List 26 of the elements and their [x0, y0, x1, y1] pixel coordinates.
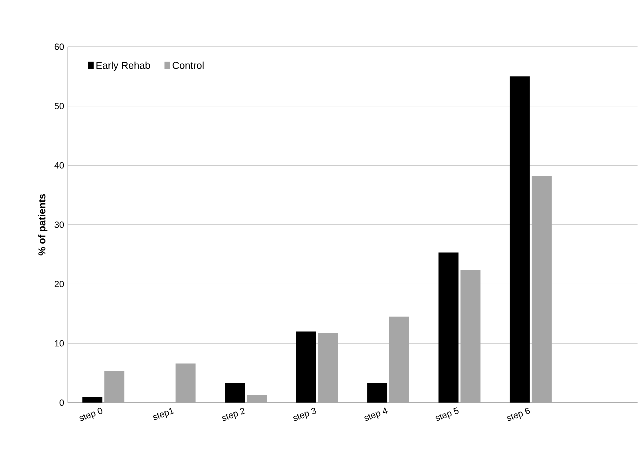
x-tick-label: step 5	[436, 408, 459, 422]
bar	[368, 383, 388, 403]
bar	[247, 395, 268, 403]
bar	[104, 372, 125, 403]
bar	[225, 383, 246, 403]
bar	[176, 364, 196, 403]
y-tick-label: 30	[54, 222, 64, 228]
legend-label: Control	[172, 62, 204, 70]
bar	[296, 332, 316, 403]
y-tick-label: 60	[54, 44, 64, 50]
x-tick-label: step 4	[364, 408, 388, 422]
y-tick-label: 20	[54, 281, 64, 288]
y-tick-label: 0	[60, 400, 64, 406]
bar	[510, 76, 530, 403]
bar	[82, 397, 103, 403]
y-axis-title: % of patients	[38, 194, 48, 256]
x-tick-label: step1	[153, 408, 174, 420]
x-tick-label: step 0	[80, 408, 103, 422]
bar	[438, 252, 459, 403]
x-tick-label: step 3	[293, 408, 316, 422]
y-tick-label: 40	[54, 162, 64, 169]
x-tick-label: step 6	[507, 408, 530, 422]
y-tick-label: 50	[54, 103, 64, 110]
y-tick-label: 10	[55, 340, 64, 347]
x-tick-label: step 2	[222, 408, 246, 422]
legend-label: Early Rehab	[96, 62, 150, 72]
